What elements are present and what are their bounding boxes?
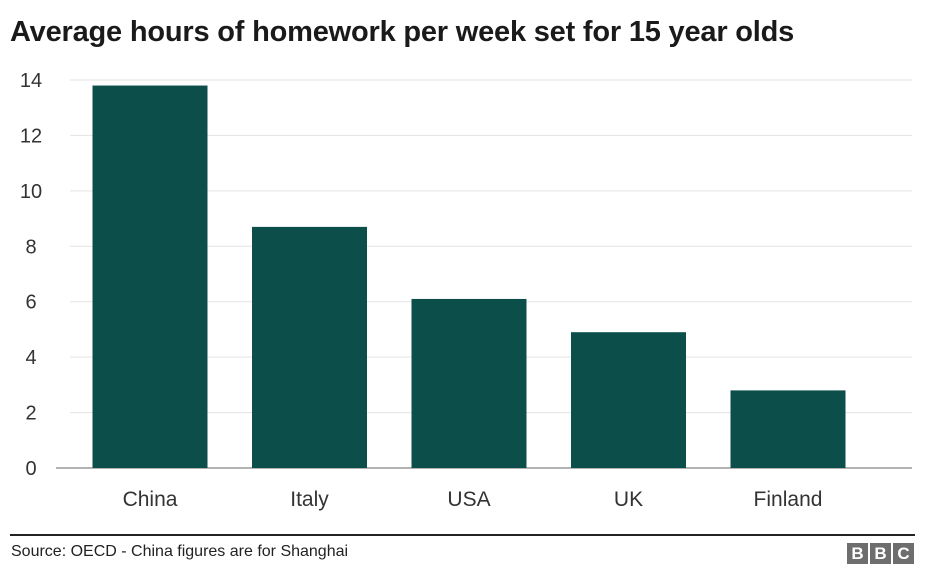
bbc-logo: B B C — [847, 543, 914, 564]
y-tick-label: 14 — [20, 70, 42, 92]
x-axis: China Italy USA UK Finland — [123, 488, 823, 511]
y-tick-label: 0 — [25, 458, 36, 480]
bar-chart: 0 2 4 6 8 10 12 14 China Italy USA UK Finland — [20, 70, 912, 511]
x-category-label: Italy — [290, 488, 329, 511]
bbc-logo-letter: C — [893, 543, 914, 564]
bar-china — [92, 85, 208, 469]
x-category-label: USA — [447, 488, 490, 511]
bar-italy — [252, 226, 367, 468]
source-note: Source: OECD - China figures are for Sha… — [11, 543, 349, 560]
y-tick-label: 2 — [25, 403, 36, 425]
y-axis: 0 2 4 6 8 10 12 14 — [20, 70, 42, 480]
y-tick-label: 12 — [20, 125, 42, 147]
y-tick-label: 8 — [25, 236, 36, 258]
footer-divider — [10, 534, 915, 536]
bar-usa — [411, 298, 527, 468]
bars — [92, 85, 846, 469]
y-tick-label: 10 — [20, 181, 42, 203]
y-tick-label: 6 — [25, 292, 36, 314]
bar-uk — [571, 332, 686, 468]
bbc-logo-letter: B — [870, 543, 891, 564]
chart-title: Average hours of homework per week set f… — [10, 16, 795, 48]
x-category-label: Finland — [754, 488, 823, 511]
bar-finland — [730, 390, 846, 468]
bbc-logo-letter: B — [847, 543, 868, 564]
x-category-label: China — [123, 488, 178, 511]
y-tick-label: 4 — [25, 347, 36, 369]
x-category-label: UK — [614, 488, 643, 511]
